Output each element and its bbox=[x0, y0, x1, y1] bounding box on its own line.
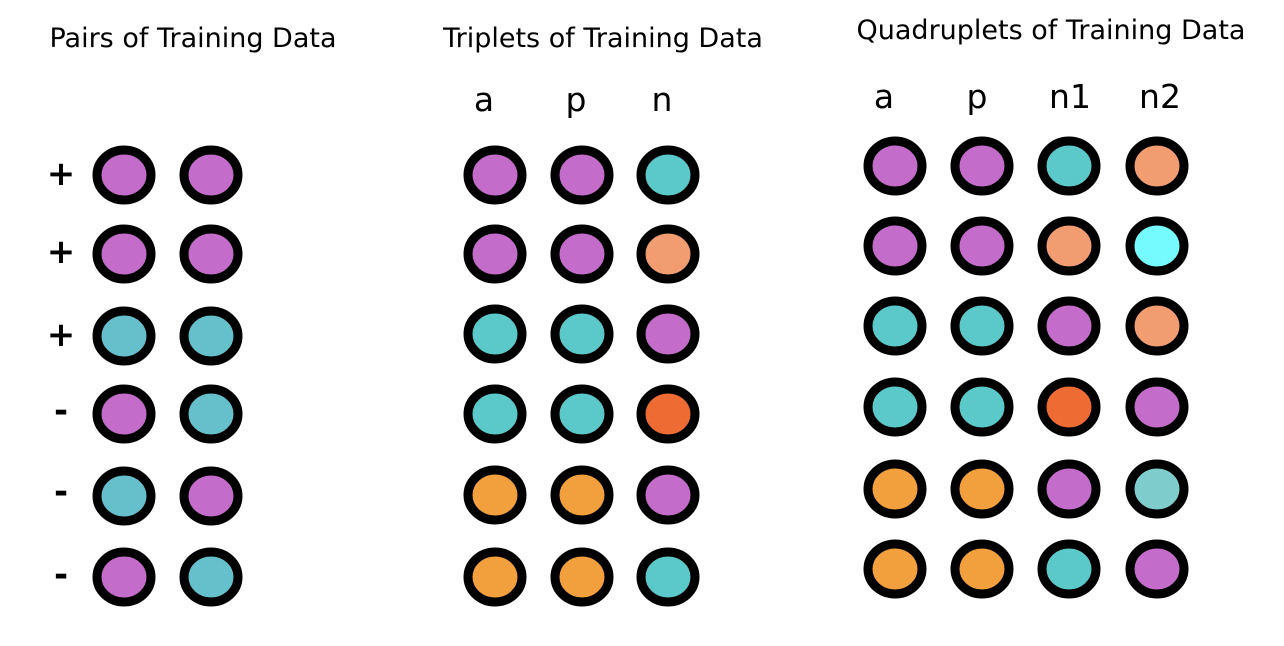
quadruplets-dot-purple bbox=[950, 136, 1014, 196]
triplets-dot-purple bbox=[463, 224, 527, 284]
triplets-dot-purple bbox=[636, 465, 700, 525]
quadruplets-dot-purple bbox=[1037, 296, 1101, 356]
triplets-dot-salmon bbox=[636, 224, 700, 284]
quadruplets-dot-orange bbox=[863, 459, 927, 519]
quadruplets-dot-orange bbox=[863, 539, 927, 599]
triplets-dot-teal bbox=[636, 145, 700, 205]
pair-sign: - bbox=[54, 472, 68, 512]
quadruplets-dot-teal-light bbox=[1125, 459, 1189, 519]
pairs-dot-teal-muted bbox=[92, 466, 156, 526]
quadruplets-dot-teal bbox=[1037, 136, 1101, 196]
triplets-title: Triplets of Training Data bbox=[442, 23, 763, 54]
pair-sign: + bbox=[47, 315, 76, 355]
pair-sign: - bbox=[54, 555, 68, 595]
quadruplets-dot-purple bbox=[1125, 377, 1189, 437]
triplets-col-n: n bbox=[652, 80, 673, 119]
quadruplets-col-a: a bbox=[874, 77, 894, 116]
triplets-dot-orange bbox=[463, 547, 527, 607]
triplets-dot-teal bbox=[550, 384, 614, 444]
quadruplets-dot-purple bbox=[1037, 459, 1101, 519]
triplets-dot-orange bbox=[550, 465, 614, 525]
pair-sign: - bbox=[54, 391, 68, 431]
triplets-dot-orange-red bbox=[636, 384, 700, 444]
quadruplets-col-n1: n1 bbox=[1049, 77, 1091, 116]
pairs-dot-purple bbox=[92, 224, 156, 284]
pair-sign: + bbox=[47, 154, 76, 194]
quadruplets-dot-teal bbox=[950, 296, 1014, 356]
triplets-dot-orange bbox=[463, 465, 527, 525]
triplets-dot-orange bbox=[550, 547, 614, 607]
triplets-dot-purple bbox=[463, 145, 527, 205]
pairs-dot-purple bbox=[92, 547, 156, 607]
pairs-title: Pairs of Training Data bbox=[49, 23, 336, 54]
quadruplets-title: Quadruplets of Training Data bbox=[857, 15, 1246, 46]
quadruplets-col-n2: n2 bbox=[1139, 77, 1181, 116]
pairs-dot-purple bbox=[179, 466, 243, 526]
quadruplets-dot-salmon bbox=[1125, 136, 1189, 196]
pairs-dot-teal-muted bbox=[179, 306, 243, 366]
triplets-dot-purple bbox=[550, 224, 614, 284]
quadruplets-dot-teal bbox=[1037, 539, 1101, 599]
quadruplets-dot-purple bbox=[863, 136, 927, 196]
quadruplets-dot-orange-red bbox=[1037, 377, 1101, 437]
pairs-dot-teal-muted bbox=[92, 306, 156, 366]
quadruplets-dot-cyan-bright bbox=[1125, 216, 1189, 276]
dot-grid bbox=[92, 136, 1189, 607]
pairs-dot-teal-muted bbox=[179, 384, 243, 444]
triplets-col-a: a bbox=[474, 80, 494, 119]
triplets-dot-teal bbox=[463, 304, 527, 364]
quadruplets-dot-teal bbox=[863, 377, 927, 437]
pairs-dot-purple bbox=[92, 384, 156, 444]
triplets-dot-teal bbox=[636, 547, 700, 607]
quadruplets-dot-teal bbox=[950, 377, 1014, 437]
pairs-dot-teal-muted bbox=[179, 547, 243, 607]
quadruplets-dot-orange bbox=[950, 459, 1014, 519]
quadruplets-dot-purple bbox=[1125, 539, 1189, 599]
pairs-dot-purple bbox=[179, 224, 243, 284]
quadruplets-dot-salmon bbox=[1125, 296, 1189, 356]
quadruplets-dot-teal bbox=[863, 296, 927, 356]
triplets-dot-teal bbox=[550, 304, 614, 364]
pairs-dot-purple bbox=[92, 145, 156, 205]
triplets-dot-purple bbox=[636, 304, 700, 364]
triplets-col-p: p bbox=[566, 80, 587, 119]
pairs-dot-purple bbox=[179, 145, 243, 205]
quadruplets-dot-orange bbox=[950, 539, 1014, 599]
quadruplets-dot-purple bbox=[863, 216, 927, 276]
pair-sign: + bbox=[47, 232, 76, 272]
triplets-dot-purple bbox=[550, 145, 614, 205]
quadruplets-col-p: p bbox=[967, 77, 988, 116]
quadruplets-dot-purple bbox=[950, 216, 1014, 276]
triplets-dot-teal bbox=[463, 384, 527, 444]
quadruplets-dot-salmon bbox=[1037, 216, 1101, 276]
